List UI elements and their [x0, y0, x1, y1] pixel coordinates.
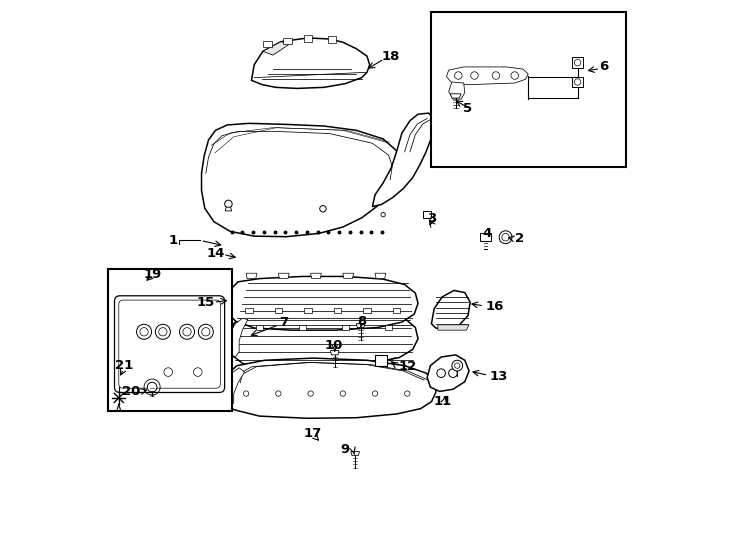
Polygon shape — [450, 94, 461, 98]
Polygon shape — [202, 123, 400, 237]
Polygon shape — [356, 323, 365, 327]
Bar — [342, 325, 349, 330]
Circle shape — [499, 231, 512, 244]
Polygon shape — [427, 355, 469, 392]
Bar — [245, 308, 252, 313]
Polygon shape — [448, 82, 465, 99]
Polygon shape — [222, 368, 244, 407]
FancyBboxPatch shape — [115, 296, 225, 393]
Polygon shape — [438, 325, 469, 330]
Text: 1: 1 — [169, 234, 178, 247]
Bar — [255, 325, 264, 330]
Text: 11: 11 — [433, 395, 451, 408]
Polygon shape — [372, 113, 434, 207]
Text: 15: 15 — [197, 296, 215, 309]
Polygon shape — [330, 350, 339, 355]
Polygon shape — [375, 273, 386, 279]
Text: 12: 12 — [398, 360, 416, 373]
Polygon shape — [246, 273, 257, 279]
Bar — [573, 57, 583, 68]
Text: 14: 14 — [206, 247, 225, 260]
Polygon shape — [343, 273, 354, 279]
Circle shape — [452, 360, 462, 371]
Bar — [275, 308, 282, 313]
Circle shape — [148, 382, 157, 392]
Bar — [304, 308, 312, 313]
Bar — [108, 269, 232, 411]
Polygon shape — [432, 291, 470, 329]
Polygon shape — [351, 451, 360, 455]
Polygon shape — [228, 276, 418, 330]
Polygon shape — [228, 319, 248, 357]
Bar — [385, 325, 392, 330]
Text: 13: 13 — [490, 370, 508, 383]
Polygon shape — [222, 358, 436, 419]
Bar — [334, 308, 341, 313]
Polygon shape — [228, 309, 418, 368]
Text: 5: 5 — [462, 103, 472, 116]
Text: 6: 6 — [599, 60, 608, 73]
Bar — [432, 12, 626, 167]
Text: 17: 17 — [303, 427, 321, 440]
FancyBboxPatch shape — [119, 300, 220, 388]
Text: 18: 18 — [382, 50, 400, 63]
Text: 20: 20 — [122, 386, 140, 399]
Bar — [573, 77, 583, 87]
Polygon shape — [278, 273, 289, 279]
Bar — [480, 233, 490, 241]
Text: 21: 21 — [115, 359, 133, 372]
Text: 10: 10 — [324, 339, 343, 352]
Bar — [424, 211, 431, 218]
Bar — [264, 40, 272, 47]
Polygon shape — [225, 207, 232, 211]
Text: 19: 19 — [144, 268, 161, 281]
Text: 8: 8 — [357, 314, 366, 328]
Bar — [304, 35, 312, 42]
Polygon shape — [252, 38, 370, 89]
Text: 3: 3 — [427, 212, 436, 225]
Bar — [393, 308, 400, 313]
Text: 7: 7 — [279, 316, 288, 329]
Bar — [283, 38, 292, 44]
Polygon shape — [263, 42, 289, 55]
Bar — [375, 355, 387, 366]
Polygon shape — [310, 273, 321, 279]
Text: 16: 16 — [485, 300, 504, 313]
Text: 9: 9 — [341, 443, 350, 456]
Polygon shape — [446, 67, 528, 85]
Bar — [363, 308, 371, 313]
Text: 4: 4 — [483, 227, 492, 240]
Bar — [299, 325, 306, 330]
Text: 2: 2 — [515, 232, 524, 245]
Bar — [328, 36, 336, 43]
